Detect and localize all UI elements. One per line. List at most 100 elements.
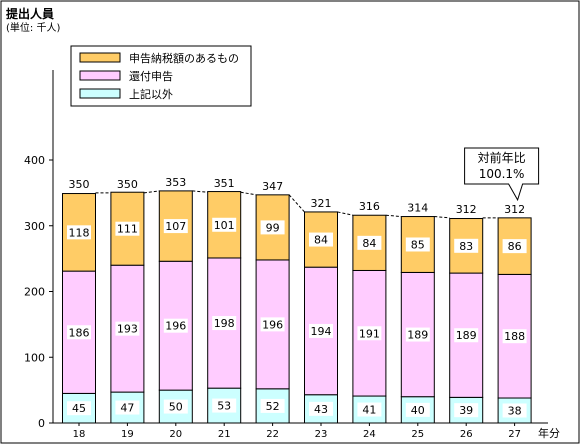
data-label: 193 — [117, 323, 138, 336]
data-label-bg — [454, 403, 479, 418]
x-tick-label: 21 — [218, 429, 231, 440]
data-label: 189 — [456, 329, 477, 342]
x-tick-label: 20 — [169, 429, 182, 440]
data-label: 84 — [314, 234, 328, 247]
total-label: 351 — [214, 177, 235, 190]
data-label-bg — [454, 328, 479, 343]
y-tick-label: 300 — [24, 220, 45, 233]
connector-line — [288, 194, 305, 213]
data-label: 107 — [165, 220, 186, 233]
data-label-bg — [212, 217, 237, 232]
total-label: 347 — [262, 180, 283, 193]
x-tick-label: 27 — [508, 429, 521, 440]
data-label-bg — [115, 221, 140, 236]
data-label-bg — [502, 329, 527, 344]
total-label: 312 — [456, 203, 477, 216]
data-label: 196 — [262, 318, 283, 331]
data-label-bg — [502, 403, 527, 418]
data-label: 194 — [311, 325, 332, 338]
legend-label: 上記以外 — [129, 87, 173, 101]
data-label: 198 — [214, 317, 235, 330]
legend-swatch — [79, 70, 121, 81]
data-label-bg — [260, 317, 285, 332]
y-tick-label: 0 — [38, 417, 45, 430]
data-label-bg — [357, 235, 382, 250]
x-tick-label: 18 — [73, 429, 86, 440]
x-tick-label: 19 — [121, 429, 134, 440]
data-label-bg — [163, 399, 188, 414]
data-label-bg — [115, 400, 140, 415]
data-label: 191 — [359, 327, 380, 340]
data-label-bg — [163, 219, 188, 234]
data-label: 40 — [411, 404, 425, 417]
data-label-bg — [212, 398, 237, 413]
data-label-bg — [502, 239, 527, 254]
data-label: 188 — [504, 330, 525, 343]
legend-swatch — [79, 52, 121, 63]
total-label: 350 — [117, 178, 138, 191]
x-tick-label: 23 — [315, 429, 328, 440]
data-label-bg — [309, 323, 333, 338]
yoy-callout-box — [464, 147, 540, 202]
connector-line — [192, 190, 208, 193]
data-label: 47 — [120, 402, 134, 415]
data-label: 101 — [214, 219, 235, 232]
y-tick-label: 400 — [24, 154, 45, 167]
data-label: 189 — [407, 329, 428, 342]
x-axis-ticks: 18 19 20 21 22 23 24 25 26 27 — [73, 423, 521, 440]
x-tick-label: 25 — [411, 429, 424, 440]
data-label: 53 — [217, 400, 231, 413]
data-label-bg — [67, 225, 91, 240]
data-label-bg — [309, 232, 333, 247]
y-axis-title: 提出人員 — [6, 6, 54, 21]
x-tick-label: 24 — [363, 429, 376, 440]
data-label: 99 — [266, 221, 280, 234]
x-tick-label: 26 — [460, 429, 473, 440]
total-connector-lines — [95, 190, 499, 219]
data-label-bg — [405, 402, 430, 417]
data-label-bg — [115, 321, 140, 336]
total-label: 316 — [359, 200, 380, 213]
legend-label: 申告納税額のあるもの — [129, 51, 239, 65]
y-tick-label: 100 — [24, 351, 45, 364]
data-label: 38 — [508, 405, 522, 418]
data-label-bg — [309, 401, 333, 416]
y-tick-label: 200 — [24, 286, 45, 299]
data-label: 196 — [165, 320, 186, 333]
data-label-bg — [405, 327, 430, 342]
data-label: 86 — [508, 240, 522, 253]
yoy-label: 対前年比 — [478, 150, 526, 165]
data-label: 43 — [314, 403, 328, 416]
x-tick-label: 22 — [266, 429, 279, 440]
data-label-bg — [260, 220, 285, 235]
connector-line — [434, 216, 450, 219]
data-label: 85 — [411, 238, 425, 251]
data-label: 84 — [362, 237, 376, 250]
data-label: 111 — [117, 223, 138, 236]
connector-line — [385, 214, 402, 218]
y-axis-unit: (単位: 千人) — [6, 21, 60, 34]
total-label: 314 — [407, 202, 428, 215]
data-label-bg — [163, 318, 188, 333]
data-label: 45 — [72, 402, 86, 415]
yoy-annotation: 対前年比 100.1% — [464, 147, 540, 202]
data-label: 50 — [169, 401, 183, 414]
data-label-bg — [357, 326, 382, 341]
data-label-bg — [260, 398, 285, 413]
data-label-bg — [212, 316, 237, 331]
total-label: 350 — [69, 178, 90, 191]
connector-line — [143, 190, 160, 194]
connector-line — [240, 191, 257, 196]
total-label: 312 — [504, 203, 525, 216]
x-axis-title: 年分 — [538, 426, 560, 440]
data-label: 83 — [459, 240, 473, 253]
total-label: 353 — [165, 176, 186, 189]
bar-group: 45 186 118 350 47 193 111 350 50 196 107 353 53 198 10… — [62, 176, 532, 424]
data-label: 186 — [69, 326, 90, 339]
total-label: 321 — [311, 197, 332, 210]
y-axis-ticks: 0 100 200 300 400 — [24, 154, 53, 430]
